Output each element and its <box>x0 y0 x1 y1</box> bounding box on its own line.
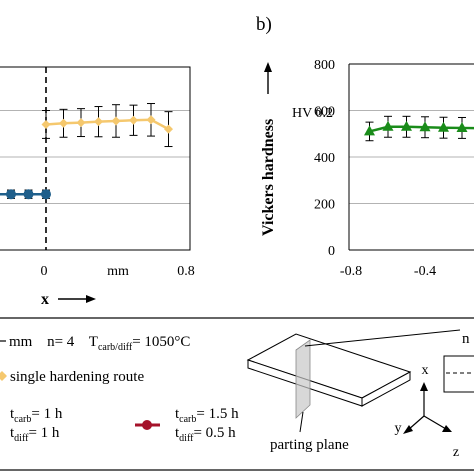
panel-a-plot-frame <box>0 66 191 251</box>
legend-a-carb-value: = 1 h <box>31 406 62 422</box>
panel-a-xtick-0.8: 0.8 <box>177 264 195 279</box>
legend-single-route-label: single hardening route <box>10 369 144 385</box>
panel-a-x-unit-label: mm <box>107 264 129 279</box>
panel-b-ylabel: Vickers hardness <box>260 119 277 236</box>
legend-a-diff-sub: diff <box>14 433 29 444</box>
panel-b-ytick-400: 400 <box>314 151 335 166</box>
legend-b-carb: tcarb= 1.5 h <box>175 406 239 425</box>
legend-b-diff: tdiff= 0.5 h <box>175 425 236 444</box>
legend-b-diff-t: t <box>175 425 180 441</box>
panel-a-blue-point <box>6 189 16 200</box>
panel-b-green-point <box>401 120 412 131</box>
parting-plane-leader <box>299 411 304 433</box>
legend-frame <box>0 317 474 471</box>
legend-n: n= 4 <box>47 334 75 350</box>
axis-y-head <box>403 425 413 434</box>
panel-a-xtick-0: 0 <box>41 264 48 279</box>
panel-a-yellow-point <box>94 117 103 127</box>
panel-b-y-unit-label: HV 0.2 <box>292 106 333 121</box>
legend-a-diff: tdiff= 1 h <box>10 425 60 444</box>
panel-a-gridlines <box>0 110 190 204</box>
legend-a-carb: tcarb= 1 h <box>10 406 63 425</box>
legend-a-carb-t: t <box>10 406 15 422</box>
legend-a-diff-value: = 1 h <box>28 425 59 441</box>
legend-darkred-marker <box>142 420 152 430</box>
axis-z-head <box>442 425 452 432</box>
axis-y-label: y <box>395 421 402 436</box>
panel-b-green-point <box>419 121 431 132</box>
legend-b-carb-sub: carb <box>179 414 196 425</box>
specimen-side-face <box>361 371 411 407</box>
axis-x-label: x <box>422 363 429 378</box>
axis-z-label: z <box>453 445 459 460</box>
axis-x-head <box>420 382 428 391</box>
legend-b-carb-value: = 1.5 h <box>196 406 239 422</box>
panel-b-ytick-200: 200 <box>314 198 335 213</box>
panel-a-blue-point <box>23 189 34 200</box>
legend-single-route-entry: single hardening route <box>0 369 144 385</box>
panel-a-yellow-point <box>59 118 68 128</box>
panel-b-green-point <box>438 121 449 132</box>
panel-b-ytick-800: 800 <box>314 58 335 73</box>
panel-b-green-point <box>456 121 468 132</box>
panel-b-ylabel-group: Vickers hardness <box>260 62 277 236</box>
panel-a-yellow-point <box>76 118 86 128</box>
legend-temp-t: T <box>89 334 98 350</box>
panel-a-yellow-point <box>164 124 173 134</box>
cross-section-box <box>443 355 474 393</box>
legend-unit: mm <box>9 334 33 350</box>
legend-a-carb-sub: carb <box>14 414 31 425</box>
panel-b-green-point <box>382 120 394 131</box>
panel-a-yellow-point <box>146 115 156 125</box>
legend-temp-value: = 1050°C <box>132 334 190 350</box>
legend-b-diff-sub: diff <box>179 433 194 444</box>
panel-a-yellow-point <box>41 119 51 129</box>
specimen-label-leader <box>304 329 461 347</box>
parting-plane-label: parting plane <box>270 437 349 453</box>
panel-b-series <box>364 115 474 142</box>
panel-a-x-arrow <box>58 295 96 303</box>
panel-a-blue-point <box>41 189 51 200</box>
axis-z-shaft <box>423 415 447 430</box>
parting-plane-shape <box>295 339 311 419</box>
panel-a: 0 mm 0.8 x <box>0 66 195 308</box>
specimen-label-fragment: n <box>462 331 470 347</box>
panel-b: b) Vickers hardness HV 0.2 0 200 400 600 800… <box>256 14 474 279</box>
panel-a-series <box>0 103 173 200</box>
panel-b-green-point <box>364 125 375 136</box>
panel-b-ytick-600: 600 <box>314 105 335 120</box>
panel-b-xtick-neg0.4: -0.4 <box>414 264 436 279</box>
panel-a-yellow-point <box>129 115 138 125</box>
legend-b-carb-t: t <box>175 406 180 422</box>
panel-b-xtick-neg0.8: -0.8 <box>340 264 362 279</box>
legend-temp-sub: carb/diff <box>98 342 133 353</box>
panel-b-ytick-0: 0 <box>328 244 335 259</box>
coordinate-axes: x y z <box>395 355 474 460</box>
legend-a-diff-t: t <box>10 425 15 441</box>
panel-a-yellow-point <box>111 116 121 126</box>
specimen-sketch: parting plane n <box>246 329 470 453</box>
panel-b-ylabel-arrow-head <box>264 62 272 72</box>
legend-entry-a: tcarb= 1 h tdiff= 1 h <box>10 406 63 444</box>
panel-b-yticks: 0 200 400 600 800 <box>314 58 335 259</box>
legend-b-diff-value: = 0.5 h <box>193 425 236 441</box>
legend-yellow-marker <box>0 371 7 381</box>
panel-b-gridlines <box>349 110 474 204</box>
legend-entry-b: tcarb= 1.5 h tdiff= 0.5 h <box>135 406 239 444</box>
panel-b-label: b) <box>256 14 272 35</box>
panel-a-xlabel: x <box>41 291 49 308</box>
legend-line1: mm n= 4 Tcarb/diff= 1050°C <box>9 334 190 353</box>
legend-box: mm n= 4 Tcarb/diff= 1050°C single harden… <box>0 317 474 471</box>
